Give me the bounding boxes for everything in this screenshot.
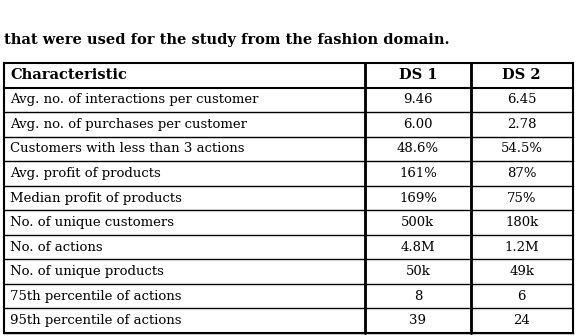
Text: 8: 8 xyxy=(414,290,422,303)
Text: Characteristic: Characteristic xyxy=(10,68,127,82)
Text: Avg. profit of products: Avg. profit of products xyxy=(10,167,161,180)
Text: 4.8M: 4.8M xyxy=(401,241,435,254)
Text: Avg. no. of purchases per customer: Avg. no. of purchases per customer xyxy=(10,118,247,131)
Text: 39: 39 xyxy=(409,314,426,327)
Text: 169%: 169% xyxy=(399,192,437,205)
Text: No. of unique products: No. of unique products xyxy=(10,265,164,278)
Text: 54.5%: 54.5% xyxy=(501,142,543,156)
Bar xyxy=(4,63,573,333)
Text: 50k: 50k xyxy=(405,265,430,278)
Text: 24: 24 xyxy=(513,314,530,327)
Text: 6: 6 xyxy=(517,290,526,303)
Text: DS 2: DS 2 xyxy=(502,68,541,82)
Text: 6.00: 6.00 xyxy=(403,118,433,131)
Text: 6.45: 6.45 xyxy=(507,93,536,106)
Text: 500k: 500k xyxy=(401,216,434,229)
Text: 161%: 161% xyxy=(399,167,437,180)
Text: Avg. no. of interactions per customer: Avg. no. of interactions per customer xyxy=(10,93,259,106)
Text: 1.2M: 1.2M xyxy=(505,241,539,254)
Text: 49k: 49k xyxy=(509,265,534,278)
Text: 75%: 75% xyxy=(507,192,536,205)
Text: 2.78: 2.78 xyxy=(507,118,536,131)
Text: 75th percentile of actions: 75th percentile of actions xyxy=(10,290,182,303)
Text: DS 1: DS 1 xyxy=(398,68,437,82)
Text: 48.6%: 48.6% xyxy=(397,142,439,156)
Text: 180k: 180k xyxy=(505,216,538,229)
Text: that were used for the study from the fashion domain.: that were used for the study from the fa… xyxy=(4,33,450,47)
Text: 95th percentile of actions: 95th percentile of actions xyxy=(10,314,182,327)
Text: No. of unique customers: No. of unique customers xyxy=(10,216,174,229)
Text: Customers with less than 3 actions: Customers with less than 3 actions xyxy=(10,142,245,156)
Text: 87%: 87% xyxy=(507,167,536,180)
Text: 9.46: 9.46 xyxy=(403,93,433,106)
Text: Median profit of products: Median profit of products xyxy=(10,192,182,205)
Text: No. of actions: No. of actions xyxy=(10,241,103,254)
